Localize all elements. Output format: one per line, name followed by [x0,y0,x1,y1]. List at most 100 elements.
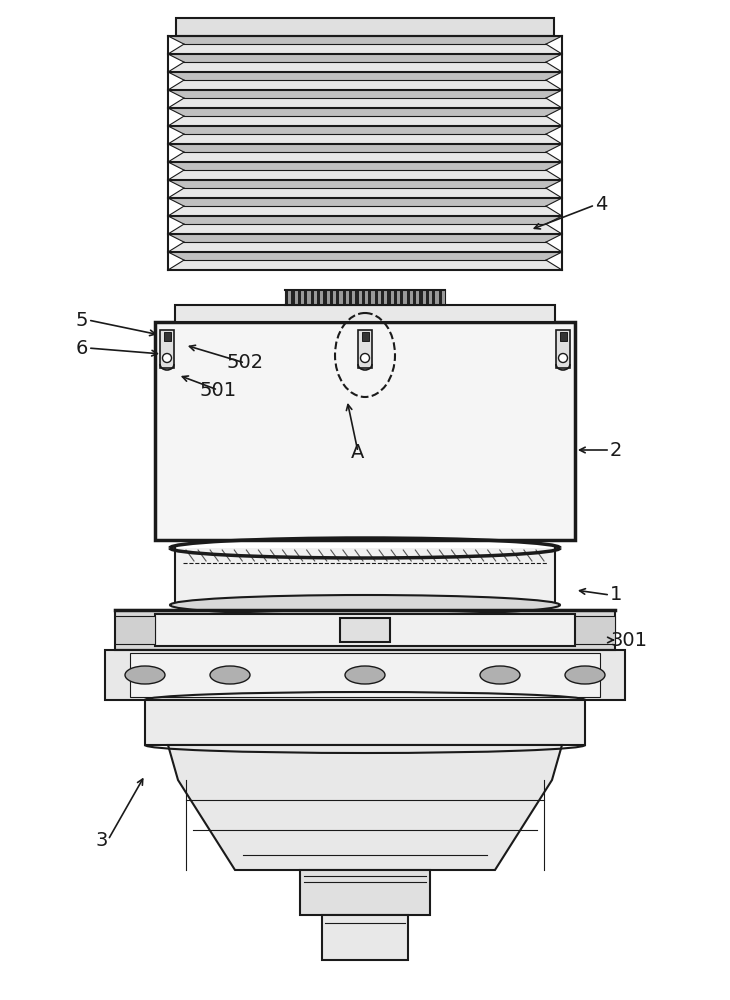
Bar [384,290,388,305]
Polygon shape [168,126,562,134]
Bar [330,290,333,305]
Bar [288,290,291,305]
Bar [358,330,372,368]
Circle shape [361,354,369,362]
Bar [393,290,397,305]
Bar [381,290,384,305]
Bar [346,290,349,305]
Bar [291,290,295,305]
Ellipse shape [125,666,165,684]
Bar [160,330,174,368]
Bar [358,290,362,305]
Bar [416,290,420,305]
Bar [310,290,314,305]
Bar [340,618,390,642]
Polygon shape [168,54,562,62]
Bar [155,322,575,540]
Bar [145,700,585,745]
Bar [362,290,365,305]
Text: A: A [351,442,365,462]
Polygon shape [168,745,562,870]
Bar [115,610,615,650]
Bar [368,290,372,305]
Polygon shape [168,116,562,126]
Bar [285,290,288,305]
Bar [314,290,317,305]
Bar [130,653,600,697]
Ellipse shape [480,666,520,684]
Bar [155,614,575,646]
Ellipse shape [210,666,250,684]
Polygon shape [168,206,562,216]
Bar [342,290,346,305]
Bar [298,290,301,305]
Polygon shape [168,234,562,242]
Bar [391,290,393,305]
Bar [439,290,442,305]
Polygon shape [168,44,562,54]
Bar [175,548,555,605]
Bar [115,616,155,644]
Bar [435,290,439,305]
Text: 501: 501 [199,380,237,399]
Polygon shape [168,198,562,206]
Bar [423,290,426,305]
Bar [556,330,570,368]
Bar [559,332,566,341]
Circle shape [163,354,172,362]
Bar [333,290,337,305]
Ellipse shape [565,666,605,684]
Text: 6: 6 [76,338,88,358]
Polygon shape [168,162,562,170]
Bar [407,290,410,305]
Bar [432,290,435,305]
Polygon shape [168,152,562,162]
Bar [337,290,339,305]
Bar [304,290,307,305]
Bar [378,290,381,305]
Polygon shape [168,216,562,224]
Polygon shape [168,98,562,108]
Polygon shape [168,62,562,72]
Bar [105,650,625,700]
Polygon shape [168,90,562,98]
Bar [326,290,330,305]
Bar [429,290,432,305]
Polygon shape [168,224,562,234]
Bar [339,290,342,305]
Bar [295,290,298,305]
Polygon shape [168,188,562,198]
Bar [413,290,416,305]
Text: 5: 5 [75,310,88,330]
Polygon shape [168,72,562,80]
Bar [352,290,356,305]
Polygon shape [168,180,562,188]
Circle shape [558,354,567,362]
Polygon shape [168,242,562,252]
Polygon shape [168,134,562,144]
Bar [301,290,304,305]
Bar [365,290,368,305]
Bar [285,290,445,305]
Text: 301: 301 [610,631,647,650]
Bar [410,290,413,305]
Text: 4: 4 [595,196,607,215]
Bar [323,290,326,305]
Polygon shape [168,144,562,152]
Bar [372,290,374,305]
Bar [307,290,310,305]
Polygon shape [168,80,562,90]
Bar [356,290,358,305]
Text: 3: 3 [96,830,108,850]
Bar [397,290,400,305]
Bar [400,290,404,305]
Bar [176,18,554,36]
Text: 1: 1 [610,585,623,604]
Polygon shape [168,252,562,260]
Bar [317,290,320,305]
Polygon shape [168,260,562,270]
Bar [164,332,171,341]
Bar [300,870,430,915]
Bar [426,290,429,305]
Bar [374,290,378,305]
